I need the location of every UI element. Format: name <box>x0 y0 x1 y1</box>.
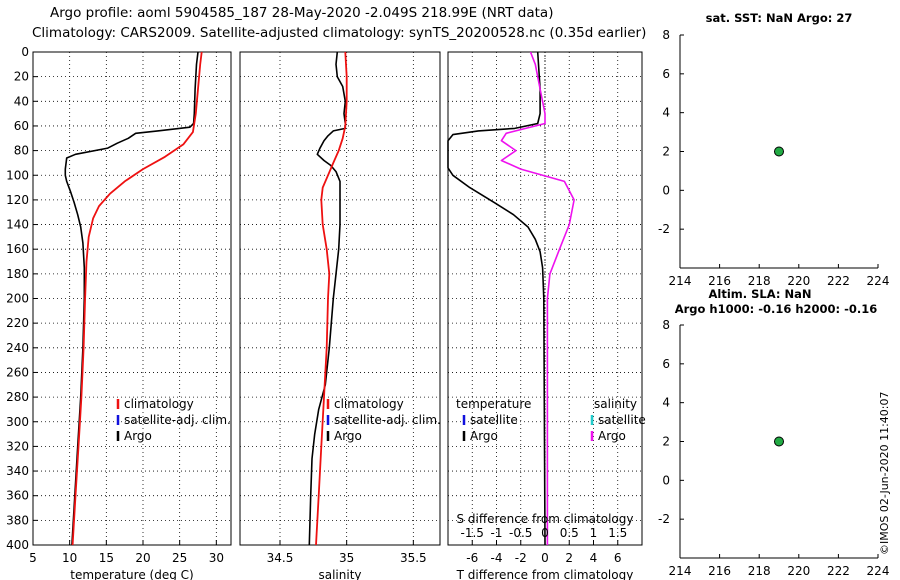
depth-ytick-label: 220 <box>6 316 29 330</box>
depth-ytick-label: 320 <box>6 439 29 453</box>
difference-salinity-legend-label: satellite <box>598 413 646 427</box>
sat-sst-xtick-label: 218 <box>748 274 771 288</box>
altim-point <box>774 436 784 447</box>
depth-ytick-label: 20 <box>14 70 29 84</box>
altim-ytick-label: 0 <box>662 473 670 487</box>
depth-ytick-label: 40 <box>14 94 29 108</box>
salinity-xtick-label: 35 <box>339 551 354 565</box>
depth-ytick-label: 180 <box>6 267 29 281</box>
temperature-xtick-label: 30 <box>209 551 224 565</box>
altim-xtick-label: 216 <box>708 564 731 578</box>
depth-ytick-label: 0 <box>21 45 29 59</box>
sat-sst-ytick-label: -2 <box>658 222 670 236</box>
salinity-legend-label: climatology <box>334 397 404 411</box>
sat-sst-ytick-label: 0 <box>662 183 670 197</box>
altim-ytick-label: 8 <box>662 318 670 332</box>
difference-xtick-label: 6 <box>614 551 622 565</box>
temperature-legend-label: climatology <box>124 397 194 411</box>
depth-ytick-label: 400 <box>6 538 29 552</box>
temperature-xlabel: temperature (deg C) <box>70 568 193 580</box>
sat-sst-title: sat. SST: NaN Argo: 27 <box>706 11 853 25</box>
temperature-xtick-label: 25 <box>172 551 187 565</box>
sat-sst-ytick-label: 8 <box>662 28 670 42</box>
depth-ytick-label: 60 <box>14 119 29 133</box>
altim-xtick-label: 220 <box>787 564 810 578</box>
depth-ytick-label: 280 <box>6 390 29 404</box>
altim-ytick-label: -2 <box>658 512 670 526</box>
temperature-climatology-line <box>71 51 203 546</box>
salinity-difference-tick-label: 1 <box>590 526 598 540</box>
temperature-xtick-label: 15 <box>99 551 114 565</box>
salinity-difference-tick-label: -0.5 <box>509 526 532 540</box>
sat-sst-xtick-label: 216 <box>708 274 731 288</box>
temperature-xtick-label: 5 <box>29 551 37 565</box>
temperature-legend-label: Argo <box>124 429 152 443</box>
depth-ytick-label: 120 <box>6 193 29 207</box>
sat-sst-xtick-label: 222 <box>827 274 850 288</box>
sat-sst-ytick-label: 4 <box>662 106 670 120</box>
difference-xtick-label: 4 <box>590 551 598 565</box>
difference-xlabel: T difference from climatology <box>456 568 634 580</box>
salinity-xlabel: salinity <box>318 568 361 580</box>
depth-ytick-label: 380 <box>6 513 29 527</box>
temperature-xtick-label: 10 <box>62 551 77 565</box>
altim-xtick-label: 218 <box>748 564 771 578</box>
salinity-climatology-line <box>315 51 348 546</box>
depth-ytick-label: 100 <box>6 168 29 182</box>
salinity-legend-label: satellite-adj. clim. <box>334 413 441 427</box>
altim-ytick-label: 6 <box>662 357 670 371</box>
altim-xtick-label: 224 <box>867 564 890 578</box>
figure-title-line-2: Climatology: CARS2009. Satellite-adjuste… <box>32 25 647 41</box>
sat-sst-xtick-label: 224 <box>867 274 890 288</box>
sat-sst-ytick-label: 6 <box>662 67 670 81</box>
difference-legend-title-salinity: salinity <box>594 397 637 411</box>
depth-ytick-label: 300 <box>6 415 29 429</box>
figure-title-line-1: Argo profile: aoml 5904585_187 28-May-20… <box>50 5 554 21</box>
altim-title: Altim. SLA: NaN <box>709 287 812 301</box>
imos-timestamp: ©IMOS 02-Jun-2020 11:40:07 <box>878 391 891 555</box>
difference-temperature-legend-label: satellite <box>470 413 518 427</box>
salinity-difference-tick-label: 0.5 <box>560 526 579 540</box>
depth-ytick-label: 240 <box>6 341 29 355</box>
depth-ytick-label: 140 <box>6 218 29 232</box>
depth-ytick-label: 160 <box>6 242 29 256</box>
salinity-difference-axis-label: S difference from climatology <box>457 512 634 526</box>
salinity-argo-line <box>308 51 347 546</box>
temperature-xtick-label: 20 <box>135 551 150 565</box>
altim-ytick-label: 4 <box>662 396 670 410</box>
salinity-difference-tick-label: 0 <box>541 526 549 540</box>
depth-ytick-label: 260 <box>6 365 29 379</box>
altim-xtick-label: 214 <box>669 564 692 578</box>
sat-sst-point <box>774 146 784 157</box>
salinity-difference-tick-label: -1.5 <box>461 526 484 540</box>
difference-xtick-label: 0 <box>541 551 549 565</box>
altim-ytick-label: 2 <box>662 435 670 449</box>
depth-ytick-label: 80 <box>14 144 29 158</box>
salinity-legend-label: Argo <box>334 429 362 443</box>
salinity-xtick-label: 35.5 <box>400 551 427 565</box>
altim-xtick-label: 222 <box>827 564 850 578</box>
difference-temperature-legend-label: Argo <box>470 429 498 443</box>
difference-legend-title-temperature: temperature <box>456 397 531 411</box>
depth-ytick-label: 200 <box>6 292 29 306</box>
difference-xtick-label: 2 <box>565 551 573 565</box>
altim-subtitle: Argo h1000: -0.16 h2000: -0.16 <box>675 302 878 316</box>
temperature-difference-line <box>447 51 546 546</box>
salinity-difference-tick-label: 1.5 <box>608 526 627 540</box>
sat-sst-ytick-label: 2 <box>662 145 670 159</box>
sat-sst-xtick-label: 220 <box>787 274 810 288</box>
temperature-legend-label: satellite-adj. clim. <box>124 413 231 427</box>
salinity-xtick-label: 34.5 <box>267 551 294 565</box>
difference-xtick-label: -6 <box>466 551 478 565</box>
salinity-difference-line <box>500 51 575 545</box>
difference-xtick-label: -2 <box>515 551 527 565</box>
sat-sst-xtick-label: 214 <box>669 274 692 288</box>
difference-salinity-legend-label: Argo <box>598 429 626 443</box>
salinity-difference-tick-label: -1 <box>491 526 503 540</box>
depth-ytick-label: 360 <box>6 489 29 503</box>
difference-xtick-label: -4 <box>491 551 503 565</box>
depth-ytick-label: 340 <box>6 464 29 478</box>
